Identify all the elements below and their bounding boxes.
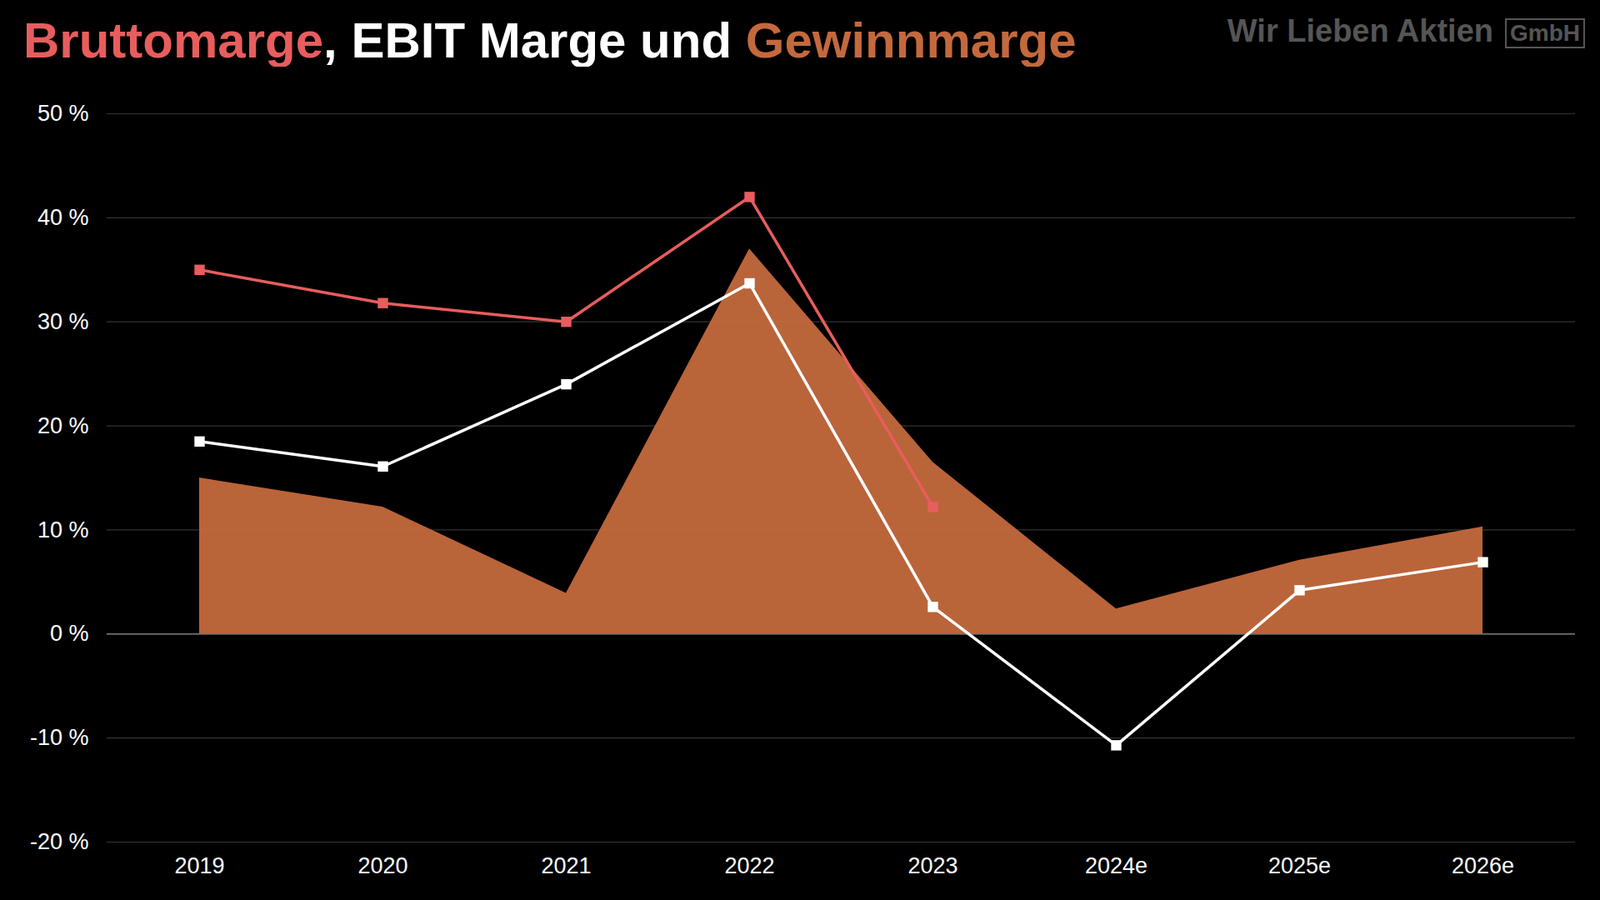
svg-text:2023: 2023 bbox=[907, 853, 958, 879]
svg-text:2022: 2022 bbox=[724, 853, 775, 879]
html-text:GmbH: GmbH bbox=[1510, 20, 1580, 46]
svg-text:2020: 2020 bbox=[357, 853, 408, 879]
svg-text:40 %: 40 % bbox=[37, 205, 90, 230]
svg-text:2026e: 2026e bbox=[1451, 853, 1515, 879]
svg-text:-20 %: -20 % bbox=[30, 829, 90, 855]
svg-text:30 %: 30 % bbox=[37, 309, 90, 335]
svg-text:2019: 2019 bbox=[174, 853, 225, 879]
svg-text:2021: 2021 bbox=[540, 853, 591, 879]
html-text:Wir Lieben Aktien: Wir Lieben Aktien bbox=[1227, 13, 1494, 49]
svg-text:50 %: 50 % bbox=[37, 100, 90, 126]
svg-text:20 %: 20 % bbox=[37, 413, 90, 439]
svg-text:10 %: 10 % bbox=[37, 517, 90, 543]
svg-text:0 %: 0 % bbox=[50, 620, 90, 646]
svg-text:2024e: 2024e bbox=[1085, 853, 1148, 879]
svg-text:2025e: 2025e bbox=[1268, 853, 1331, 879]
svg-text:-10 %: -10 % bbox=[30, 725, 90, 750]
html-text:Bruttomarge, EBIT Marge und Ge: Bruttomarge, EBIT Marge und Gewinnmarge bbox=[23, 12, 1077, 69]
